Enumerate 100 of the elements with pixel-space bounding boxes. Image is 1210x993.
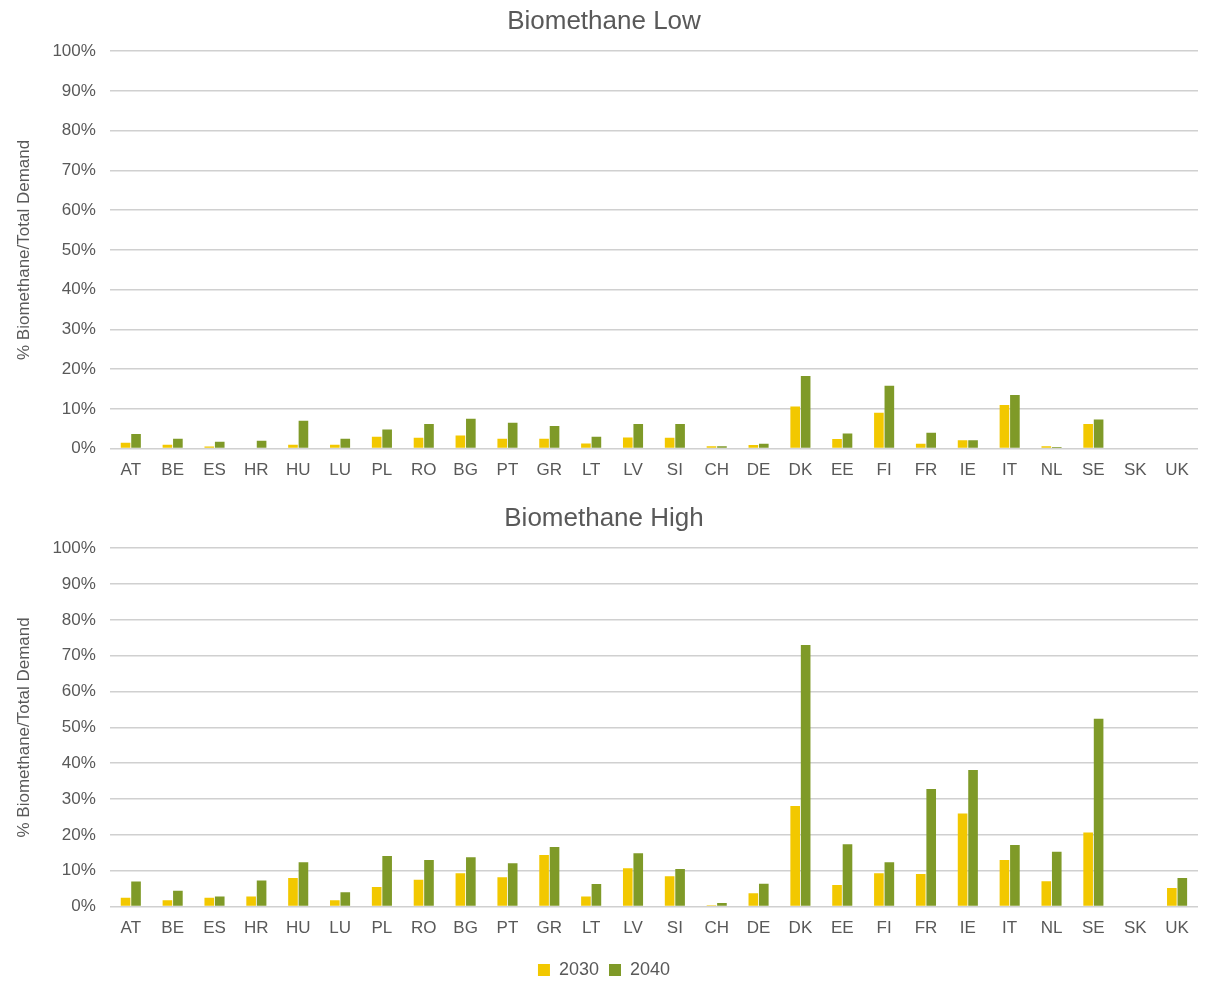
- y-tick-label: 70%: [61, 645, 96, 665]
- y-tick-label: 0%: [71, 896, 96, 916]
- bar: [664, 876, 675, 906]
- bar: [120, 897, 131, 906]
- bar: [131, 881, 141, 906]
- bar: [884, 862, 895, 906]
- x-tick-label: PL: [371, 460, 393, 480]
- bar: [214, 896, 225, 906]
- y-tick-label: 10%: [61, 860, 96, 880]
- x-tick-label: PT: [496, 918, 519, 938]
- bar: [455, 873, 466, 906]
- x-tick-label: LU: [329, 460, 351, 480]
- bar: [288, 444, 298, 448]
- y-tick-label: 40%: [61, 279, 96, 299]
- chart-title: Biomethane High: [504, 501, 704, 532]
- bar: [507, 863, 518, 906]
- bar: [622, 868, 633, 906]
- x-tick-label: UK: [1165, 918, 1190, 938]
- bar: [507, 422, 518, 448]
- bar: [957, 440, 968, 448]
- bar: [874, 873, 884, 906]
- bar: [214, 441, 225, 448]
- x-tick-label: DE: [746, 460, 771, 480]
- x-tick-label: LV: [623, 918, 644, 938]
- x-tick-label: BG: [453, 460, 478, 480]
- x-tick-label: PT: [496, 460, 519, 480]
- bar: [371, 886, 382, 906]
- x-tick-label: GR: [536, 460, 563, 480]
- bar: [748, 893, 759, 906]
- bar: [131, 433, 141, 448]
- x-tick-label: HR: [244, 918, 269, 938]
- bar: [497, 877, 508, 906]
- bar: [874, 412, 884, 448]
- y-tick-label: 90%: [61, 80, 96, 100]
- y-tick-label: 80%: [61, 609, 96, 629]
- x-tick-label: ES: [203, 460, 226, 480]
- x-tick-label: SE: [1082, 460, 1105, 480]
- bar: [633, 423, 644, 448]
- bar: [800, 644, 811, 906]
- x-tick-label: AT: [120, 918, 142, 938]
- bar: [382, 856, 392, 906]
- bar: [330, 900, 340, 906]
- x-tick-label: RO: [411, 918, 437, 938]
- bar: [800, 375, 811, 448]
- bar: [1010, 844, 1020, 906]
- bar: [466, 418, 476, 448]
- y-tick-label: 50%: [61, 717, 96, 737]
- bar: [455, 435, 466, 448]
- bar: [758, 443, 769, 448]
- x-tick-label: DK: [788, 460, 813, 480]
- y-tick-label: 100%: [52, 40, 96, 60]
- x-tick-label: FI: [876, 460, 892, 480]
- x-tick-label: RO: [411, 460, 437, 480]
- bar: [256, 440, 267, 448]
- bar: [497, 438, 508, 448]
- x-tick-label: BG: [453, 918, 478, 938]
- bar: [622, 437, 633, 448]
- bar: [549, 425, 560, 448]
- bar: [926, 432, 937, 448]
- bar: [1177, 877, 1188, 906]
- x-tick-label: IE: [959, 918, 976, 938]
- x-tick-label: DE: [746, 918, 771, 938]
- y-tick-label: 90%: [61, 573, 96, 593]
- bar: [173, 438, 183, 448]
- x-tick-label: DK: [788, 918, 813, 938]
- bar: [842, 844, 853, 906]
- bar: [915, 443, 926, 448]
- x-tick-label: LT: [581, 460, 601, 480]
- x-tick-label: LV: [623, 460, 644, 480]
- bar: [968, 770, 978, 906]
- bar: [842, 433, 853, 448]
- y-tick-label: 100%: [52, 537, 96, 557]
- y-tick-label: 0%: [71, 438, 96, 458]
- bar: [758, 883, 769, 906]
- bar: [1093, 419, 1104, 448]
- x-tick-label: FI: [876, 918, 892, 938]
- x-tick-label: UK: [1165, 460, 1190, 480]
- bar: [633, 853, 644, 906]
- x-tick-label: SK: [1123, 460, 1148, 480]
- bar: [382, 429, 392, 448]
- y-tick-label: 30%: [61, 788, 96, 808]
- x-tick-label: IE: [959, 460, 976, 480]
- x-tick-label: AT: [120, 460, 142, 480]
- x-tick-label: IT: [1002, 918, 1018, 938]
- bar: [591, 436, 602, 448]
- bar: [330, 444, 340, 448]
- y-tick-label: 10%: [61, 398, 96, 418]
- bar: [748, 445, 759, 448]
- y-tick-label: 60%: [61, 681, 96, 701]
- bar: [246, 896, 256, 906]
- bar: [581, 443, 591, 448]
- x-tick-label: EE: [830, 918, 854, 938]
- bar: [664, 437, 675, 448]
- bar: [926, 789, 937, 906]
- x-tick-label: LT: [581, 918, 601, 938]
- bar: [581, 896, 591, 906]
- bar: [340, 438, 351, 448]
- bar: [120, 442, 131, 448]
- x-tick-label: BE: [161, 918, 184, 938]
- x-tick-label: SI: [666, 918, 683, 938]
